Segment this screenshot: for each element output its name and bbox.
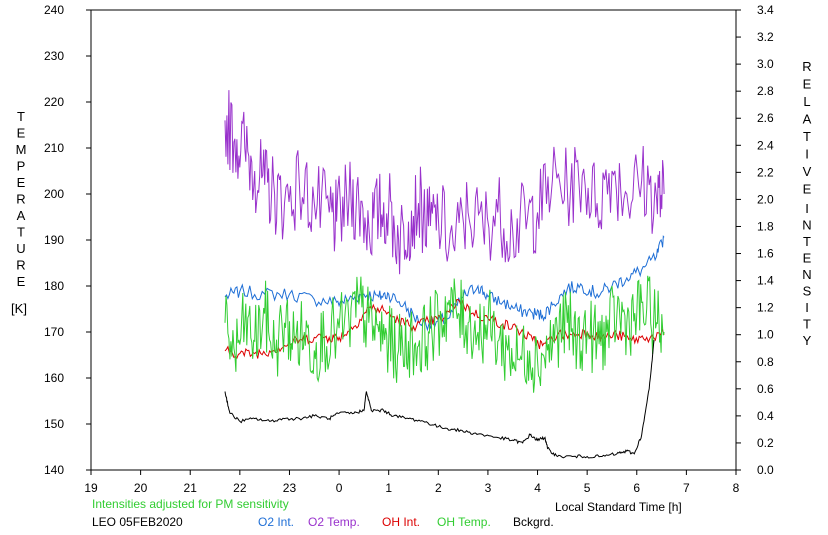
legend-bckgrd: Bckgrd. <box>513 515 554 529</box>
series-line-o2-temp <box>224 90 665 275</box>
right-tick-label: 1.4 <box>757 274 774 288</box>
right-tick-label: 2.8 <box>757 84 774 98</box>
right-label-letter: E <box>803 77 812 92</box>
right-tick-label: 1.0 <box>757 328 774 342</box>
right-tick-label: 3.4 <box>757 3 774 17</box>
series-layer <box>224 90 665 459</box>
left-label-letter: U <box>16 241 25 256</box>
x-tick-label: 20 <box>134 481 148 495</box>
right-label-letter: N <box>802 218 811 233</box>
left-axis-ticks: 140 150 160 170 180 190 200 210 220 230 240 <box>44 3 91 477</box>
right-tick-label: 3.2 <box>757 30 774 44</box>
right-label-letter: V <box>803 164 812 179</box>
plot-frame <box>90 9 737 471</box>
left-label-letter: M <box>16 142 27 157</box>
left-tick-label: 200 <box>44 187 64 201</box>
right-label-letter: A <box>803 112 812 127</box>
x-tick-label: 8 <box>733 481 740 495</box>
left-tick-label: 150 <box>44 417 64 431</box>
left-axis-unit: [K] <box>11 301 27 316</box>
legend-o2-temp: O2 Temp. <box>308 515 360 529</box>
legend-oh-temp: OH Temp. <box>437 515 491 529</box>
left-tick-label: 170 <box>44 325 64 339</box>
right-label-letter: T <box>803 129 811 144</box>
x-tick-label: 21 <box>184 481 198 495</box>
right-tick-label: 0.0 <box>757 463 774 477</box>
right-tick-label: 2.2 <box>757 165 774 179</box>
left-tick-label: 240 <box>44 3 64 17</box>
right-tick-label: 2.4 <box>757 138 774 152</box>
right-label-letter: T <box>803 317 811 332</box>
left-label-letter: T <box>17 225 25 240</box>
x-tick-label: 1 <box>385 481 392 495</box>
right-label-letter: N <box>802 267 811 282</box>
right-label-letter: S <box>803 284 812 299</box>
left-label-letter: T <box>17 109 25 124</box>
sensitivity-note: Intensities adjusted for PM sensitivity <box>92 497 289 511</box>
right-tick-label: 2.6 <box>757 111 774 125</box>
right-label-letter: E <box>803 182 812 197</box>
right-label-letter: I <box>805 201 809 216</box>
right-label-letter: E <box>803 251 812 266</box>
legend-o2-int: O2 Int. <box>258 515 295 529</box>
right-tick-label: 1.8 <box>757 219 774 233</box>
x-tick-label: 3 <box>485 481 492 495</box>
x-tick-label: 2 <box>435 481 442 495</box>
left-label-letter: A <box>17 208 26 223</box>
right-tick-label: 2.0 <box>757 192 774 206</box>
series-line-bckgrd <box>224 340 655 459</box>
right-label-letter: I <box>805 147 809 162</box>
x-tick-label: 7 <box>683 481 690 495</box>
left-tick-label: 190 <box>44 233 64 247</box>
right-tick-label: 0.8 <box>757 355 774 369</box>
left-tick-label: 220 <box>44 95 64 109</box>
left-label-letter: E <box>17 175 26 190</box>
left-tick-label: 140 <box>44 463 64 477</box>
right-label-letter: I <box>805 300 809 315</box>
left-tick-label: 180 <box>44 279 64 293</box>
right-axis-ticks: 0.0 0.2 0.4 0.6 0.8 1.0 1.2 1.4 1.6 1.8 2.0 2.2 2.4 2… <box>736 3 774 477</box>
x-tick-label: 0 <box>336 481 343 495</box>
x-axis-ticks: 19 20 21 22 23 0 1 2 3 4 5 6 7 8 <box>84 470 740 495</box>
right-label-letter: T <box>803 234 811 249</box>
right-label-letter: R <box>802 59 811 74</box>
right-label-letter: L <box>803 94 810 109</box>
left-label-letter: R <box>16 258 25 273</box>
x-tick-label: 6 <box>633 481 640 495</box>
x-axis-label: Local Standard Time [h] <box>555 500 682 514</box>
right-tick-label: 0.6 <box>757 382 774 396</box>
right-label-letter: Y <box>803 333 812 348</box>
x-tick-label: 5 <box>584 481 591 495</box>
left-label-letter: E <box>17 126 26 141</box>
x-tick-label: 4 <box>534 481 541 495</box>
right-tick-label: 1.2 <box>757 301 774 315</box>
station-label: LEO 05FEB2020 <box>92 515 183 529</box>
x-tick-label: 19 <box>84 481 98 495</box>
left-tick-label: 160 <box>44 371 64 385</box>
left-label-letter: E <box>17 274 26 289</box>
right-tick-label: 0.2 <box>757 436 774 450</box>
x-tick-label: 23 <box>283 481 297 495</box>
x-tick-label: 22 <box>233 481 247 495</box>
left-tick-label: 210 <box>44 141 64 155</box>
right-tick-label: 0.4 <box>757 409 774 423</box>
right-tick-label: 1.6 <box>757 247 774 261</box>
legend-oh-int: OH Int. <box>382 515 421 529</box>
right-tick-label: 3.0 <box>757 57 774 71</box>
left-label-letter: P <box>17 159 26 174</box>
left-label-letter: R <box>16 192 25 207</box>
series-line-oh-temp <box>224 275 665 393</box>
left-tick-label: 230 <box>44 49 64 63</box>
